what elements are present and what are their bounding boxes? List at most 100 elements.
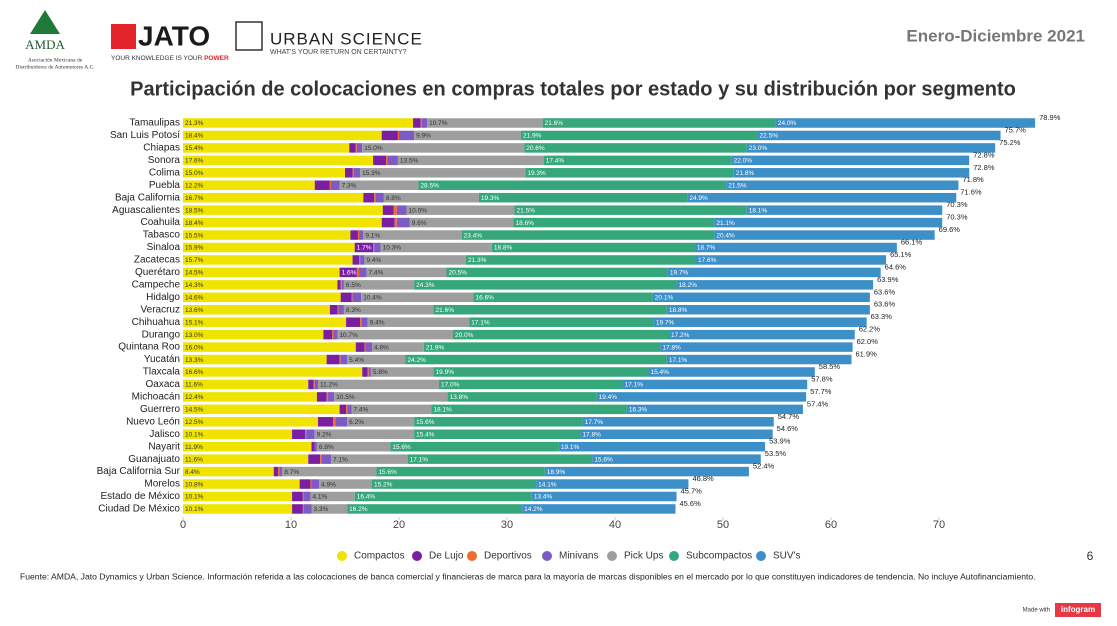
bar-segment (341, 280, 344, 290)
urban-mark (235, 21, 263, 51)
total-label: 71.8% (962, 175, 984, 184)
bar-segment (359, 267, 367, 278)
segment-label: 5.4% (349, 357, 364, 364)
bar-segment (292, 429, 306, 439)
bar-segment (314, 180, 330, 190)
segment-label: 20.1% (655, 295, 674, 302)
segment-label: 17.6% (185, 158, 204, 165)
bar-segment (340, 280, 342, 290)
segment-label: 11.2% (320, 382, 338, 389)
segment-label: 19.1% (561, 444, 580, 451)
bar-segment (343, 305, 434, 315)
infogram-badge (1055, 603, 1101, 617)
bar-segment (279, 466, 283, 477)
bar-segment (183, 255, 353, 265)
urban-tagline: WHAT'S YOUR RETURN ON CERTAINTY? (270, 49, 407, 56)
segment-label: 15.7% (185, 257, 204, 264)
segment-label: 14.1% (538, 481, 557, 488)
total-label: 78.9% (1039, 113, 1061, 122)
category-label: Durango (142, 329, 181, 340)
category-label: Guanajuato (128, 454, 180, 465)
segment-label: 7.3% (342, 182, 357, 189)
x-tick-label: 30 (501, 519, 513, 531)
total-label: 54.6% (777, 424, 799, 433)
segment-label: 17.6% (698, 257, 717, 264)
bar-segment (311, 441, 315, 452)
bar-segment (473, 292, 653, 303)
bar-segment (308, 454, 321, 464)
segment-label: 10.1% (185, 431, 204, 438)
segment-label: 21.5% (728, 182, 747, 189)
segment-label: 19.4% (599, 394, 618, 401)
bar-segment (335, 417, 348, 427)
bar-segment (746, 205, 943, 215)
urban-text: URBAN SCIENCE (270, 29, 423, 48)
segment-label: 16.0% (185, 344, 204, 351)
bar-segment (420, 118, 422, 128)
category-label: Puebla (149, 180, 181, 191)
category-label: Quintana Roo (118, 342, 180, 353)
legend-swatch (756, 551, 766, 561)
bar-segment (524, 143, 747, 153)
bar-segment (714, 230, 935, 240)
segment-label: 24.9% (689, 195, 708, 202)
segment-label: 24.0% (778, 120, 797, 127)
total-label: 70.3% (946, 200, 968, 209)
total-label: 64.6% (885, 262, 907, 271)
bar-segment (387, 155, 398, 166)
bar-segment (303, 504, 312, 514)
jato-tagline-em: POWER (204, 55, 229, 62)
segment-label: 18.1% (749, 207, 768, 214)
total-label: 72.8% (973, 150, 995, 159)
bar-segment (183, 367, 363, 377)
segment-label: 11.6% (185, 382, 203, 389)
bar-segment (183, 479, 300, 489)
bar-segment (746, 143, 996, 153)
bar-segment (596, 392, 807, 402)
bar-segment (660, 342, 853, 352)
bar-segment (666, 305, 870, 315)
category-label: Michoacán (132, 392, 180, 403)
segment-label: 7.4% (369, 270, 384, 277)
segment-label: 10.7% (429, 120, 448, 127)
segment-label: 17.1% (471, 319, 490, 326)
category-label: Querétaro (135, 267, 180, 278)
total-label: 75.7% (1005, 125, 1027, 134)
bar-segment (183, 305, 330, 315)
bar-segment (326, 392, 328, 402)
bar-segment (696, 255, 887, 265)
segment-label: 20.4% (716, 232, 735, 239)
bar-segment (653, 317, 867, 327)
bar-segment (183, 466, 274, 477)
bar-segment (183, 292, 341, 303)
bar-segment (330, 180, 340, 190)
bar-segment (183, 491, 293, 502)
bar-segment (714, 217, 943, 228)
bar-segment (413, 118, 421, 128)
segment-label: 17.7% (585, 419, 604, 426)
segment-label: 15.4% (185, 145, 204, 152)
segment-label: 17.8% (582, 431, 601, 438)
bar-segment (414, 280, 677, 290)
total-label: 72.8% (973, 163, 995, 172)
bar-segment (393, 205, 397, 215)
bar-segment (362, 143, 525, 153)
bar-segment (346, 404, 348, 415)
bar-segment (397, 130, 399, 141)
category-label: Yucatán (144, 354, 180, 365)
bar-segment (314, 441, 317, 452)
bar-segment (375, 192, 384, 203)
segment-label: 19.7% (656, 319, 675, 326)
bar-segment (667, 267, 881, 278)
total-label: 66.1% (901, 237, 923, 246)
bar-segment (433, 367, 649, 377)
segment-label: 17.4% (546, 158, 565, 165)
bar-segment (407, 454, 593, 464)
total-label: 62.0% (857, 337, 879, 346)
bar-segment (367, 367, 369, 377)
period: Enero-Diciembre 2021 (906, 26, 1085, 45)
category-label: Jalisco (149, 429, 180, 440)
legend-label: Subcompactos (686, 551, 752, 562)
segment-label: 16.7% (185, 195, 204, 202)
legend-swatch (607, 551, 617, 561)
